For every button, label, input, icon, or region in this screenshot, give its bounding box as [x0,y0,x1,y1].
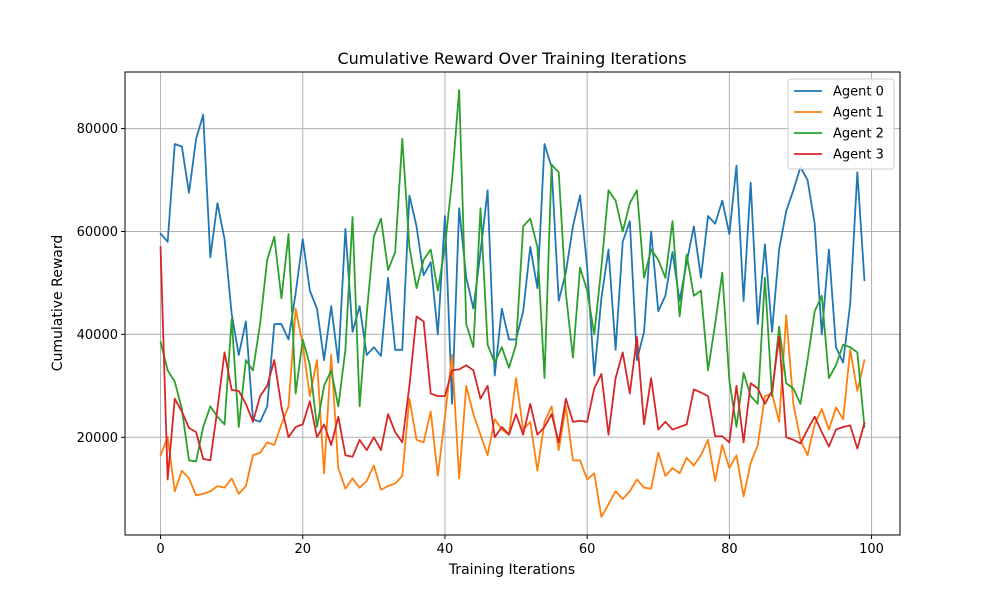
series-line-agent-1 [159,307,866,518]
plot-area-frame [124,71,901,536]
x-tick-label: 80 [721,542,738,557]
axis-ticks: 0 20 40 60 80 100 20000 40000 60000 80000 [77,122,884,557]
x-tick-label: 60 [579,542,596,557]
chart-title: Cumulative Reward Over Training Iteratio… [337,49,686,68]
x-tick-label: 100 [859,542,884,557]
legend-label: Agent 2 [833,127,884,142]
series-line-agent-0 [159,113,866,423]
x-tick-label: 0 [156,542,164,557]
legend-label: Agent 0 [833,85,884,100]
y-tick-label: 60000 [77,225,118,240]
y-tick-label: 20000 [77,431,118,446]
series-line-agent-3 [159,246,866,481]
x-axis-label: Training Iterations [448,562,575,578]
legend-label: Agent 3 [833,148,884,163]
series-lines [159,89,866,518]
legend-label: Agent 1 [833,106,884,121]
y-tick-label: 40000 [77,328,118,343]
y-axis-label: Cumulative Reward [50,235,66,372]
y-tick-label: 80000 [77,122,118,137]
legend: Agent 0 Agent 1 Agent 2 Agent 3 [787,78,895,170]
legend-box [787,78,895,170]
series-line-agent-2 [159,89,866,463]
x-tick-label: 20 [294,542,311,557]
grid [125,72,900,535]
x-tick-label: 40 [437,542,454,557]
